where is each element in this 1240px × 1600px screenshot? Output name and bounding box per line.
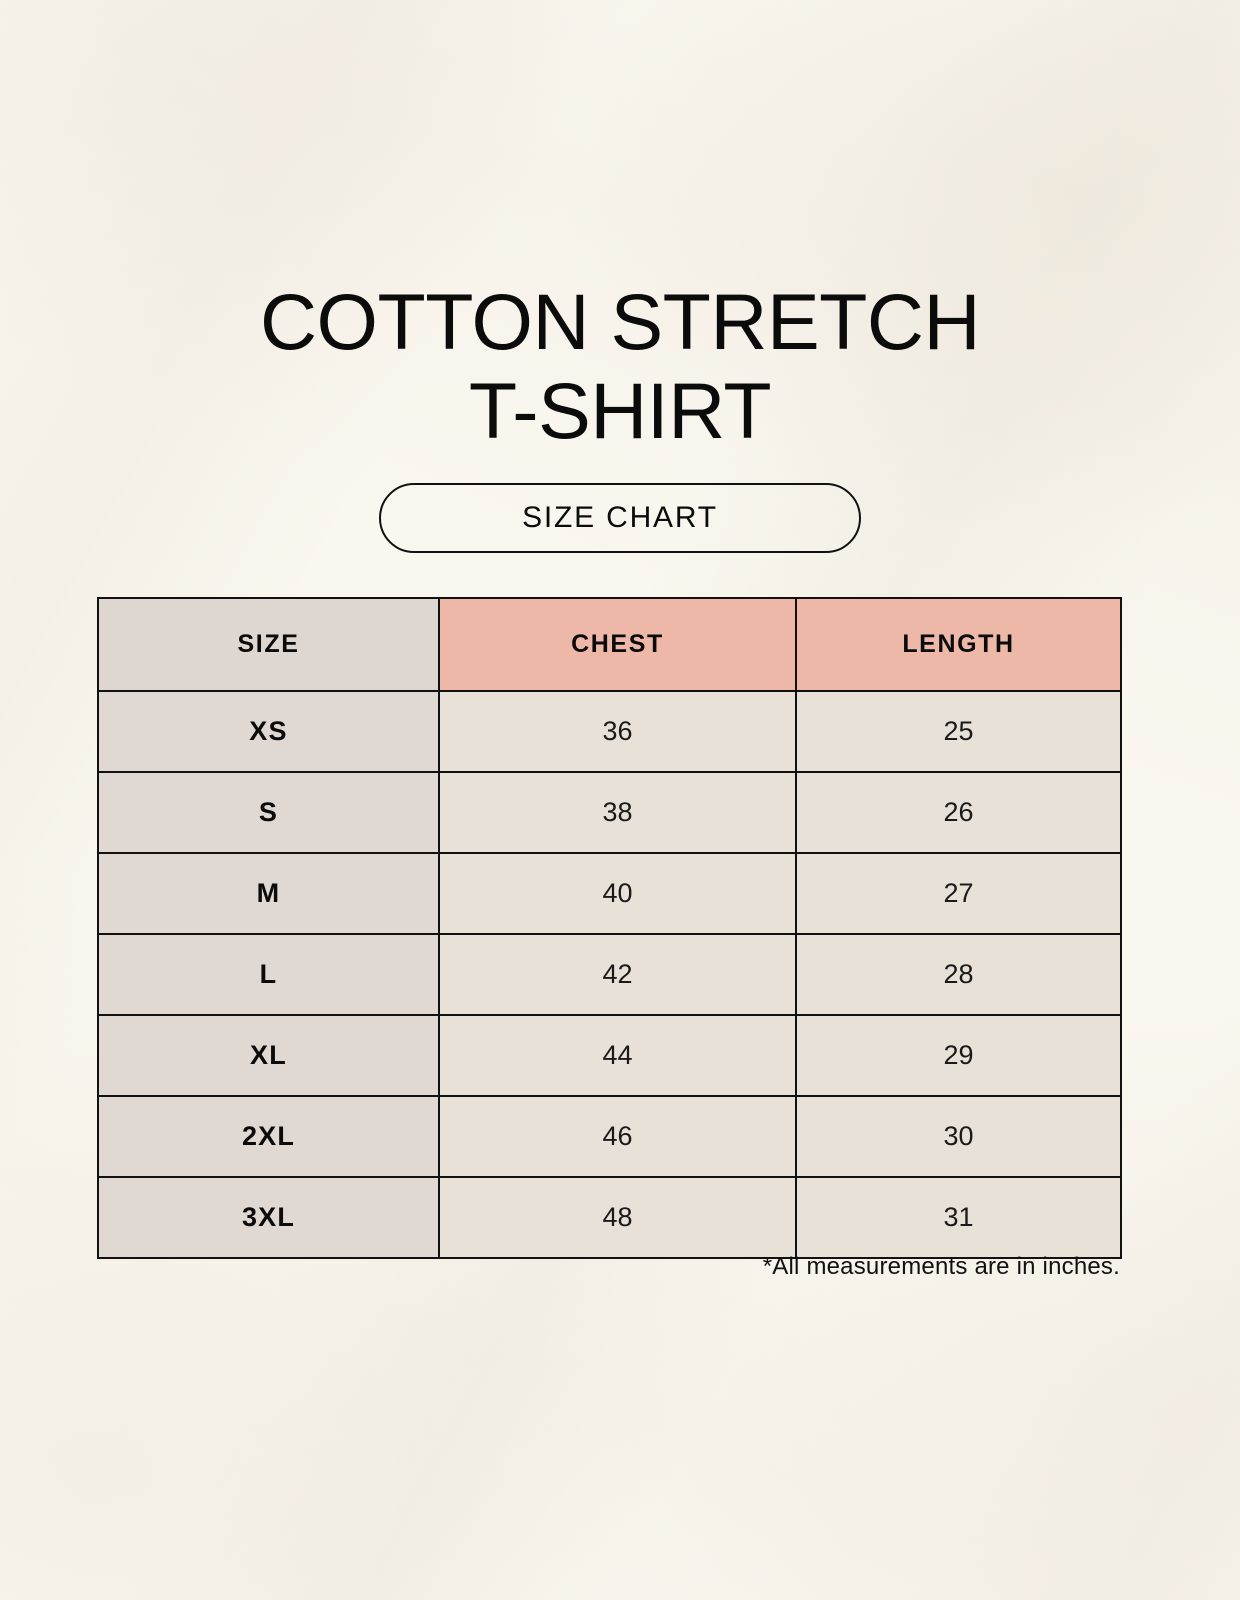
measurements-footnote: *All measurements are in inches. [762,1253,1120,1280]
size-chart-table: SIZE CHEST LENGTH XS 36 25 S 38 26 M 40 … [97,597,1122,1259]
cell-size: XS [97,690,440,773]
table-body: XS 36 25 S 38 26 M 40 27 L 42 28 XL 44 [97,690,1122,1259]
cell-length: 30 [795,1095,1122,1178]
badge-container: SIZE CHART [0,483,1240,553]
column-header-chest: CHEST [438,597,797,692]
cell-length: 27 [795,852,1122,935]
cell-chest: 40 [438,852,797,935]
cell-chest: 48 [438,1176,797,1259]
cell-length: 26 [795,771,1122,854]
cell-size: L [97,933,440,1016]
cell-length: 28 [795,933,1122,1016]
page-title: COTTON STRETCH T-SHIRT [0,277,1240,455]
cell-size: 3XL [97,1176,440,1259]
cell-size: M [97,852,440,935]
cell-size: S [97,771,440,854]
cell-chest: 46 [438,1095,797,1178]
table-row: XL 44 29 [97,1014,1122,1097]
cell-size: 2XL [97,1095,440,1178]
table-row: XS 36 25 [97,690,1122,773]
cell-length: 31 [795,1176,1122,1259]
cell-chest: 38 [438,771,797,854]
cell-chest: 44 [438,1014,797,1097]
column-header-size: SIZE [97,597,440,692]
cell-chest: 36 [438,690,797,773]
table-row: 3XL 48 31 [97,1176,1122,1259]
cell-chest: 42 [438,933,797,1016]
table-row: 2XL 46 30 [97,1095,1122,1178]
size-chart-badge: SIZE CHART [379,483,861,553]
table-row: L 42 28 [97,933,1122,1016]
title-line-2: T-SHIRT [468,366,772,455]
title-line-1: COTTON STRETCH [259,277,981,366]
cell-length: 29 [795,1014,1122,1097]
table-header: SIZE CHEST LENGTH [97,597,1122,692]
table-row: S 38 26 [97,771,1122,854]
table-header-row: SIZE CHEST LENGTH [97,597,1122,692]
column-header-length: LENGTH [795,597,1122,692]
cell-size: XL [97,1014,440,1097]
cell-length: 25 [795,690,1122,773]
table-row: M 40 27 [97,852,1122,935]
